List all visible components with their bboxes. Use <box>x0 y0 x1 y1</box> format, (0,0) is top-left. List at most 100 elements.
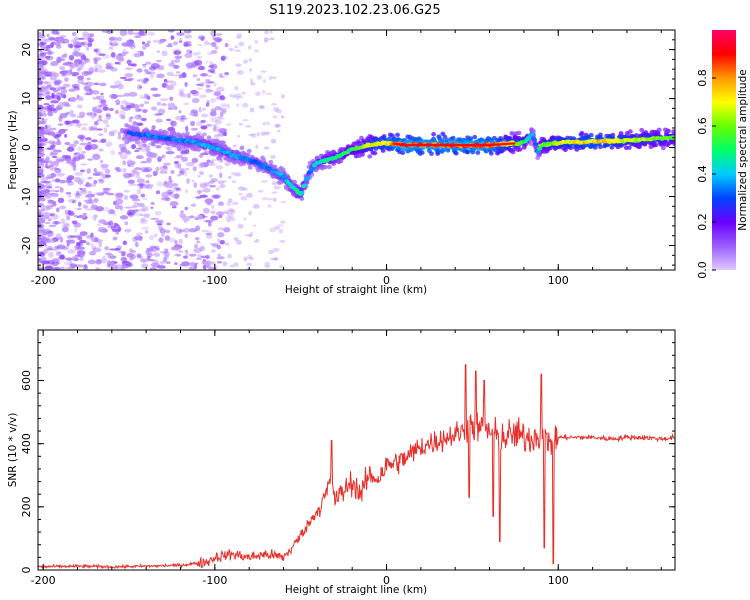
heatmap-cell <box>183 102 190 106</box>
heatmap-cell <box>228 217 236 222</box>
heatmap-cell <box>87 158 94 161</box>
heatmap-cell <box>38 143 42 148</box>
heatmap-cell <box>90 139 98 143</box>
heatmap-cell <box>255 144 259 150</box>
heatmap-cell <box>179 171 185 176</box>
heatmap-cell <box>218 117 226 120</box>
heatmap-cell <box>66 146 75 152</box>
heatmap-cell <box>98 229 108 232</box>
heatmap-cell <box>228 47 234 52</box>
colorbar-tick-label: 0.0 <box>696 261 709 279</box>
heatmap-cell <box>149 74 154 79</box>
heatmap-cell <box>247 254 253 259</box>
heatmap-cell <box>56 32 60 36</box>
heatmap-cell <box>48 160 53 164</box>
heatmap-cell <box>215 165 224 170</box>
heatmap-cell <box>117 56 125 63</box>
heatmap-cell <box>115 166 121 173</box>
heatmap-cell <box>219 183 226 189</box>
heatmap-cell <box>219 111 224 118</box>
heatmap-cell <box>119 215 129 220</box>
heatmap-cell <box>264 40 268 43</box>
heatmap-cell <box>80 163 87 166</box>
heatmap-cell <box>38 119 42 125</box>
heatmap-cell <box>60 218 66 224</box>
heatmap-cell <box>183 43 192 47</box>
heatmap-cell <box>45 51 55 55</box>
heatmap-cell <box>431 132 436 137</box>
heatmap-cell <box>119 30 128 36</box>
heatmap-cell <box>82 204 89 209</box>
heatmap-cell <box>121 260 129 264</box>
heatmap-cell <box>190 203 197 207</box>
heatmap-cell <box>197 35 206 40</box>
heatmap-cell <box>108 46 114 50</box>
heatmap-cell <box>210 160 215 164</box>
heatmap-cell <box>205 60 209 64</box>
heatmap-cell <box>167 42 173 47</box>
heatmap-cell <box>149 245 157 249</box>
heatmap-cell <box>57 91 63 95</box>
heatmap-cell <box>118 57 125 62</box>
heatmap-cell <box>219 172 223 179</box>
heatmap-cell <box>225 216 231 221</box>
heatmap-cell <box>40 84 46 89</box>
spectrogram-x-tick-label: -200 <box>31 274 56 287</box>
heatmap-cell <box>299 190 305 195</box>
heatmap-cell <box>169 201 179 207</box>
heatmap-cell <box>202 264 207 270</box>
heatmap-cell <box>77 37 85 40</box>
heatmap-cell <box>205 84 211 88</box>
heatmap-cell <box>207 74 212 78</box>
heatmap-cell <box>39 92 44 96</box>
heatmap-cell <box>179 168 186 174</box>
heatmap-cell <box>169 96 174 101</box>
heatmap-cell <box>579 130 585 136</box>
heatmap-cell <box>138 181 147 185</box>
heatmap-cell <box>216 244 221 250</box>
heatmap-cell <box>126 59 132 65</box>
heatmap-cell <box>95 95 100 100</box>
heatmap-cell <box>45 166 51 169</box>
heatmap-cell <box>261 196 268 201</box>
heatmap-cell <box>98 241 103 248</box>
heatmap-cell <box>51 92 55 99</box>
heatmap-cell <box>84 137 92 141</box>
heatmap-cell <box>38 138 43 143</box>
heatmap-cell <box>197 51 201 56</box>
heatmap-cell <box>150 87 158 91</box>
heatmap-cell <box>38 203 45 208</box>
heatmap-cell <box>68 54 75 61</box>
heatmap-cell <box>129 194 139 200</box>
heatmap-cell <box>166 85 174 91</box>
heatmap-cell <box>196 215 204 220</box>
heatmap-cell <box>588 132 594 138</box>
heatmap-cell <box>38 203 42 207</box>
heatmap-cell <box>173 160 180 164</box>
heatmap-cell <box>170 80 177 87</box>
heatmap-cell <box>153 112 163 117</box>
heatmap-cell <box>200 113 209 118</box>
heatmap-cell <box>249 107 255 113</box>
heatmap-cell <box>231 94 237 99</box>
heatmap-cell <box>118 151 123 155</box>
heatmap-cell <box>531 128 536 134</box>
heatmap-cell <box>50 173 55 179</box>
heatmap-cell <box>38 199 41 202</box>
heatmap-cell <box>183 255 188 259</box>
heatmap-cell <box>39 50 43 55</box>
heatmap-cell <box>618 131 624 136</box>
heatmap-cell <box>634 133 639 138</box>
heatmap-cell <box>173 58 181 64</box>
heatmap-cell <box>445 148 451 153</box>
heatmap-cell <box>69 96 77 103</box>
heatmap-cell <box>210 242 219 246</box>
heatmap-cell <box>74 264 84 268</box>
heatmap-cell <box>156 247 160 251</box>
heatmap-cell <box>235 103 240 108</box>
heatmap-cell <box>71 256 79 261</box>
heatmap-cell <box>168 30 175 33</box>
heatmap-cell <box>40 176 49 181</box>
heatmap-cell <box>131 198 141 202</box>
heatmap-cell <box>139 103 145 108</box>
